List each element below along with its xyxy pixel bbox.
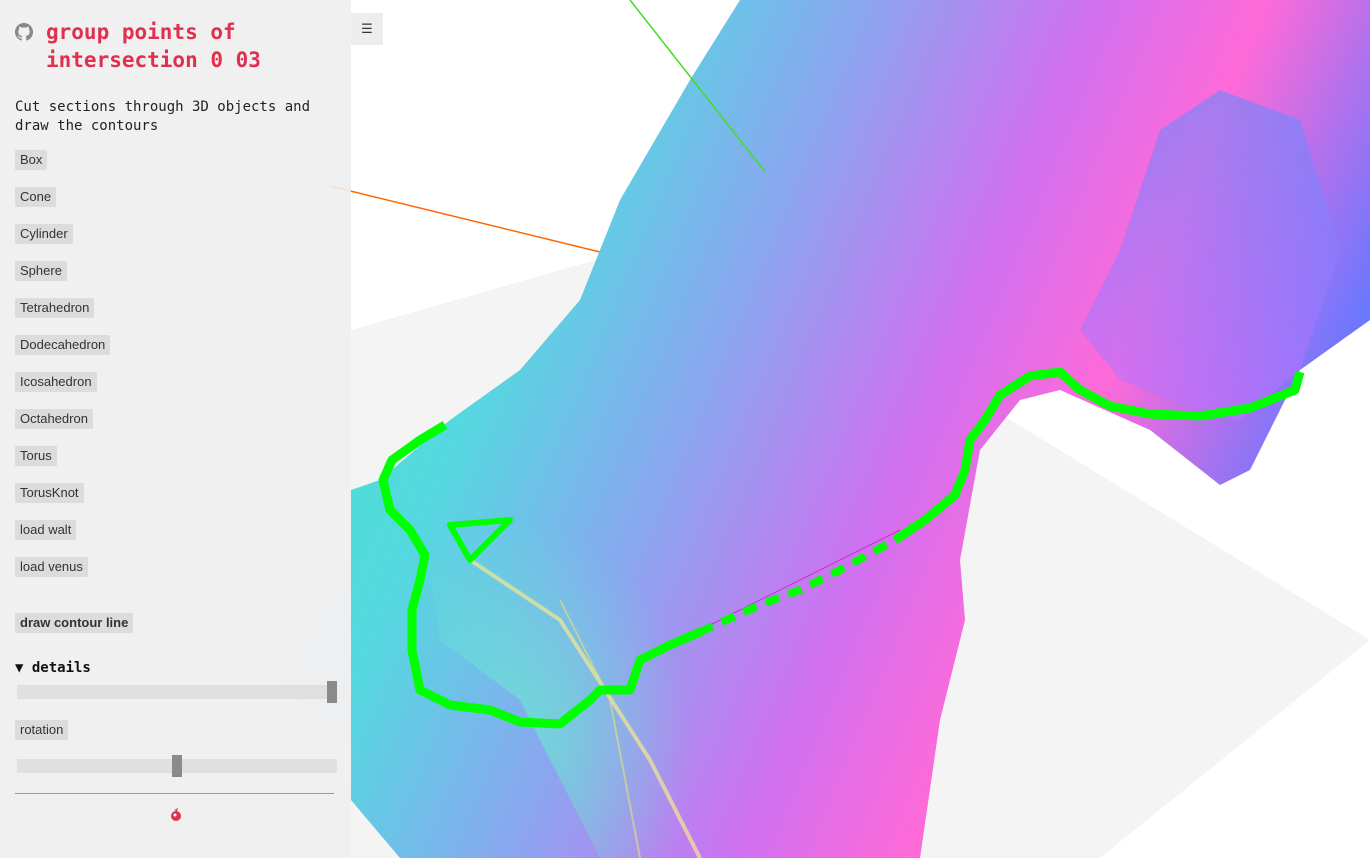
github-icon[interactable] xyxy=(15,23,33,41)
section-slider[interactable] xyxy=(17,681,337,703)
panel-divider xyxy=(15,793,334,794)
sphere-button[interactable]: Sphere xyxy=(15,261,67,281)
dodecahedron-button[interactable]: Dodecahedron xyxy=(15,335,111,355)
torusknot-button[interactable]: TorusKnot xyxy=(15,483,84,503)
torus-button[interactable]: Torus xyxy=(15,446,57,466)
draw-contour-button[interactable]: draw contour line xyxy=(15,613,134,633)
load-venus-button[interactable]: load venus xyxy=(15,557,88,577)
cylinder-button[interactable]: Cylinder xyxy=(15,224,73,244)
hamburger-icon: ☰ xyxy=(361,21,373,37)
statue-back-shadow xyxy=(1080,90,1340,420)
page-title: group points of intersection 0 03 xyxy=(46,20,261,72)
control-panel: group points of intersection 0 03 Cut se… xyxy=(0,0,351,858)
menu-toggle-button[interactable]: ☰ xyxy=(351,13,383,45)
x-axis-line xyxy=(329,185,601,253)
box-button[interactable]: Box xyxy=(15,150,48,170)
rotation-button[interactable]: rotation xyxy=(15,720,69,740)
section-slider-thumb[interactable] xyxy=(327,681,337,703)
rotation-slider[interactable] xyxy=(17,755,337,777)
load-walt-button[interactable]: load walt xyxy=(15,520,77,540)
statue-fold-2 xyxy=(559,599,641,858)
contour-line xyxy=(378,367,1305,729)
app-logo-icon[interactable] xyxy=(168,807,184,823)
cone-button[interactable]: Cone xyxy=(15,187,57,207)
octahedron-button[interactable]: Octahedron xyxy=(15,409,93,429)
icosahedron-button[interactable]: Icosahedron xyxy=(15,372,97,392)
title-row: group points of intersection 0 03 xyxy=(15,18,336,74)
details-toggle[interactable]: ▼ details xyxy=(15,660,91,676)
page-description: Cut sections through 3D objects and draw… xyxy=(15,99,311,134)
tetrahedron-button[interactable]: Tetrahedron xyxy=(15,298,95,318)
y-axis-line xyxy=(629,0,766,173)
rotation-slider-thumb[interactable] xyxy=(172,755,182,777)
